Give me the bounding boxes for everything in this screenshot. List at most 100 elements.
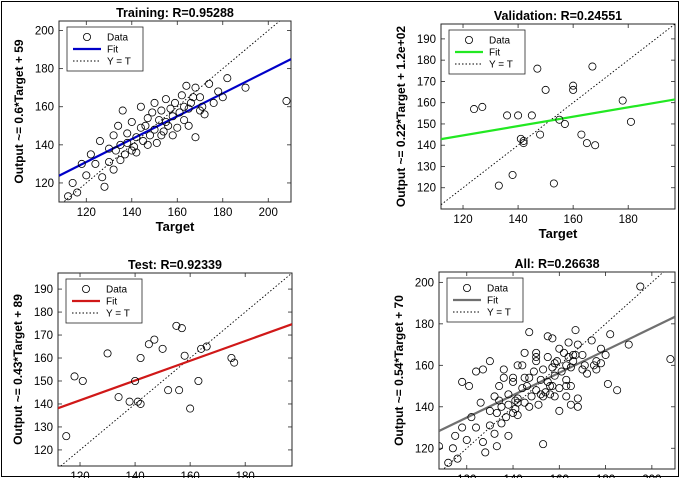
- data-point: [150, 98, 159, 107]
- chart-title: Validation: R=0.24551: [494, 9, 622, 23]
- data-point: [186, 98, 195, 107]
- data-point: [571, 326, 580, 335]
- data-point: [543, 377, 552, 386]
- data-point: [168, 131, 177, 140]
- data-point: [560, 119, 569, 128]
- fit-line: [58, 323, 292, 410]
- data-point: [78, 376, 87, 385]
- data-point: [546, 390, 555, 399]
- data-point: [485, 357, 494, 366]
- data-point: [161, 95, 170, 104]
- chart-title: Training: R=0.95288: [116, 6, 234, 20]
- y-tick-label: 140: [35, 140, 54, 152]
- data-point: [184, 121, 193, 130]
- data-point: [516, 134, 525, 143]
- data-point: [196, 93, 205, 102]
- data-point: [136, 123, 145, 132]
- data-point: [170, 98, 179, 107]
- data-point: [123, 138, 132, 147]
- data-point: [472, 423, 481, 432]
- data-point: [166, 104, 175, 113]
- data-point: [548, 334, 557, 343]
- data-point: [509, 373, 518, 382]
- y-tick-label: 160: [415, 360, 434, 372]
- identity-line: [62, 21, 281, 202]
- y-tick-label: 180: [417, 55, 436, 67]
- chart-panel-4: 120 140 160 180 200 120 140 160 180 200 All: R=0.2…: [392, 257, 676, 478]
- data-point: [562, 375, 571, 384]
- chart-title: Test: R=0.92339: [128, 258, 222, 272]
- x-tick-label: 140: [122, 207, 141, 219]
- data-point: [62, 432, 71, 441]
- legend-entry: Y = T: [487, 308, 511, 319]
- data-point: [504, 400, 513, 409]
- y-tick-label: 180: [415, 319, 434, 331]
- data-point: [499, 373, 508, 382]
- y-tick-label: 160: [34, 353, 53, 365]
- data-point: [588, 62, 597, 71]
- legend-entry: Y = T: [107, 57, 131, 68]
- x-tick-label: 160: [168, 207, 187, 219]
- data-point: [198, 102, 207, 111]
- data-point: [562, 392, 571, 401]
- data-point: [127, 117, 136, 126]
- data-point: [520, 398, 529, 407]
- data-point: [180, 351, 189, 360]
- data-point: [513, 411, 522, 420]
- data-point: [127, 146, 136, 155]
- data-point: [186, 404, 195, 413]
- data-point: [157, 106, 166, 115]
- legend-entry: Fit: [489, 48, 500, 59]
- data-point: [497, 419, 506, 428]
- legend-entry: Y = T: [106, 309, 130, 320]
- data-point: [175, 386, 184, 395]
- data-point: [136, 399, 145, 408]
- data-point: [555, 344, 564, 353]
- legend-data-marker: [82, 284, 91, 293]
- data-point: [177, 91, 186, 100]
- data-point: [133, 397, 142, 406]
- data-point: [143, 140, 152, 149]
- identity-line: [441, 24, 675, 206]
- data-point: [555, 115, 564, 124]
- data-point: [131, 376, 140, 385]
- data-point: [205, 79, 214, 88]
- data-point: [200, 110, 209, 119]
- legend-entry: Data: [487, 284, 509, 295]
- data-point: [562, 382, 571, 391]
- data-point: [666, 355, 675, 364]
- y-tick-label: 120: [417, 183, 436, 195]
- data-point: [490, 429, 499, 438]
- data-point: [448, 444, 457, 453]
- data-point: [73, 188, 82, 197]
- data-point: [519, 136, 528, 145]
- data-point: [194, 376, 203, 385]
- data-point: [177, 324, 186, 333]
- plot-content: [441, 24, 675, 206]
- data-point: [478, 365, 487, 374]
- data-point: [624, 340, 633, 349]
- data-point: [191, 83, 200, 92]
- data-point: [591, 141, 600, 150]
- plot-content: [59, 21, 291, 202]
- data-point: [109, 165, 118, 174]
- data-point: [529, 367, 538, 376]
- chart-panel-3: 120 140 160 180 120 130 140 150 160 170 180 190 Test…: [11, 258, 293, 478]
- data-point: [592, 365, 601, 374]
- x-tick-label: 120: [77, 207, 96, 219]
- data-point: [439, 442, 443, 451]
- data-point: [159, 127, 168, 136]
- data-point: [549, 179, 558, 188]
- x-tick-label: 200: [642, 474, 661, 478]
- data-point: [519, 139, 528, 148]
- y-tick-label: 190: [34, 284, 53, 296]
- data-point: [485, 421, 494, 430]
- data-point: [534, 400, 543, 409]
- data-point: [525, 373, 534, 382]
- data-point: [444, 458, 453, 467]
- data-point: [150, 335, 159, 344]
